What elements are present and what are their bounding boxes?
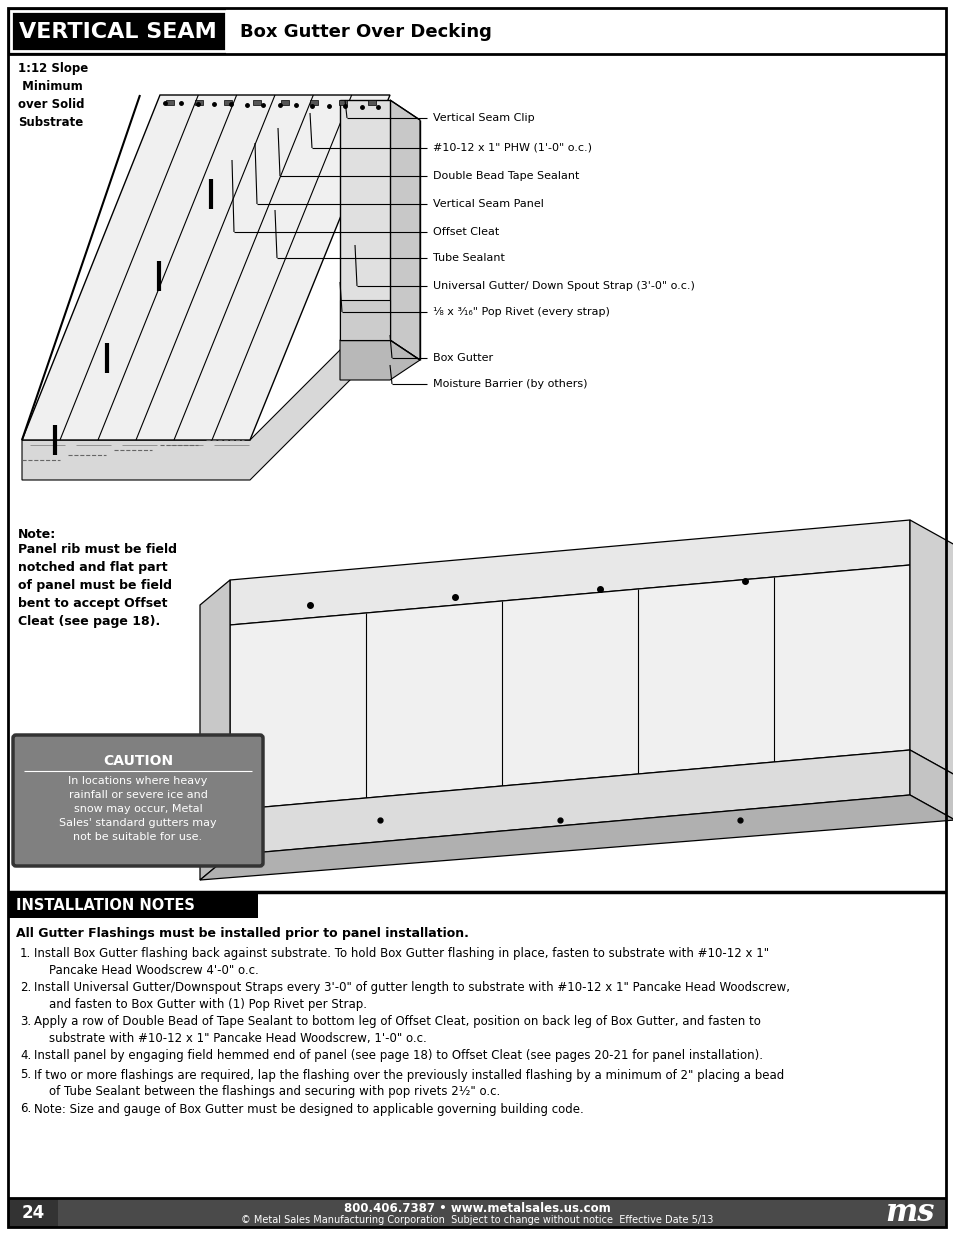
Bar xyxy=(367,100,375,105)
Text: 3.: 3. xyxy=(20,1015,31,1028)
Text: ms: ms xyxy=(884,1197,934,1228)
Text: Install Universal Gutter/Downspout Straps every 3'-0" of gutter length to substr: Install Universal Gutter/Downspout Strap… xyxy=(34,981,789,1010)
Bar xyxy=(11,11,226,51)
Text: Moisture Barrier (by others): Moisture Barrier (by others) xyxy=(433,379,587,389)
Polygon shape xyxy=(200,580,230,835)
Bar xyxy=(226,7,945,54)
Text: Note:: Note: xyxy=(18,529,56,541)
Text: 24: 24 xyxy=(21,1203,45,1221)
Text: © Metal Sales Manufacturing Corporation  Subject to change without notice  Effec: © Metal Sales Manufacturing Corporation … xyxy=(240,1215,713,1225)
Text: Offset Cleat: Offset Cleat xyxy=(433,227,498,237)
Polygon shape xyxy=(339,300,390,340)
Bar xyxy=(8,1198,945,1228)
Polygon shape xyxy=(22,95,390,440)
Polygon shape xyxy=(200,795,953,881)
Polygon shape xyxy=(230,564,909,810)
Text: Universal Gutter/ Down Spout Strap (3'-0" o.c.): Universal Gutter/ Down Spout Strap (3'-0… xyxy=(433,282,694,291)
Polygon shape xyxy=(390,100,419,359)
Polygon shape xyxy=(230,520,909,625)
Text: If two or more flashings are required, lap the flashing over the previously inst: If two or more flashings are required, l… xyxy=(34,1068,783,1098)
Text: INSTALLATION NOTES: INSTALLATION NOTES xyxy=(16,898,194,913)
Polygon shape xyxy=(230,750,909,855)
Text: Panel rib must be field
notched and flat part
of panel must be field
bent to acc: Panel rib must be field notched and flat… xyxy=(18,543,177,629)
Text: Note: Size and gauge of Box Gutter must be designed to applicable governing buil: Note: Size and gauge of Box Gutter must … xyxy=(34,1103,583,1115)
Text: 800.406.7387 • www.metalsales.us.com: 800.406.7387 • www.metalsales.us.com xyxy=(343,1202,610,1214)
Text: Box Gutter: Box Gutter xyxy=(433,353,493,363)
FancyBboxPatch shape xyxy=(13,735,263,866)
Text: Box Gutter Over Decking: Box Gutter Over Decking xyxy=(240,23,492,41)
Text: 4.: 4. xyxy=(20,1049,31,1062)
Text: Install panel by engaging field hemmed end of panel (see page 18) to Offset Clea: Install panel by engaging field hemmed e… xyxy=(34,1049,762,1062)
Text: 2.: 2. xyxy=(20,981,31,994)
Bar xyxy=(8,7,945,54)
Polygon shape xyxy=(200,810,230,881)
Text: In locations where heavy
rainfall or severe ice and
snow may occur, Metal
Sales': In locations where heavy rainfall or sev… xyxy=(59,776,216,842)
Polygon shape xyxy=(909,750,953,820)
Bar xyxy=(281,100,289,105)
Text: VERTICAL SEAM: VERTICAL SEAM xyxy=(19,22,216,42)
Text: Tube Sealant: Tube Sealant xyxy=(433,253,504,263)
Bar xyxy=(253,100,260,105)
Bar xyxy=(8,1198,58,1228)
Polygon shape xyxy=(22,300,390,480)
Bar xyxy=(224,100,232,105)
Text: Vertical Seam Panel: Vertical Seam Panel xyxy=(433,199,543,209)
Text: Apply a row of Double Bead of Tape Sealant to bottom leg of Offset Cleat, positi: Apply a row of Double Bead of Tape Seala… xyxy=(34,1015,760,1045)
Bar xyxy=(8,892,257,918)
Text: ¹⁄₈ x ³⁄₁₆" Pop Rivet (every strap): ¹⁄₈ x ³⁄₁₆" Pop Rivet (every strap) xyxy=(433,308,609,317)
Text: Double Bead Tape Sealant: Double Bead Tape Sealant xyxy=(433,170,578,182)
Polygon shape xyxy=(339,100,390,340)
Bar xyxy=(338,100,347,105)
Polygon shape xyxy=(339,340,419,380)
Text: Install Box Gutter flashing back against substrate. To hold Box Gutter flashing : Install Box Gutter flashing back against… xyxy=(34,947,768,977)
Text: All Gutter Flashings must be installed prior to panel installation.: All Gutter Flashings must be installed p… xyxy=(16,927,468,940)
Bar xyxy=(310,100,317,105)
Text: 6.: 6. xyxy=(20,1103,31,1115)
Text: #10-12 x 1" PHW (1'-0" o.c.): #10-12 x 1" PHW (1'-0" o.c.) xyxy=(433,143,592,153)
Polygon shape xyxy=(909,520,953,776)
Text: 1.: 1. xyxy=(20,947,31,960)
Bar xyxy=(195,100,203,105)
Text: CAUTION: CAUTION xyxy=(103,755,172,768)
Text: 1:12 Slope
 Minimum
over Solid
Substrate: 1:12 Slope Minimum over Solid Substrate xyxy=(18,62,89,128)
Bar xyxy=(166,100,174,105)
Text: 5.: 5. xyxy=(20,1068,31,1082)
Text: Vertical Seam Clip: Vertical Seam Clip xyxy=(433,112,534,124)
